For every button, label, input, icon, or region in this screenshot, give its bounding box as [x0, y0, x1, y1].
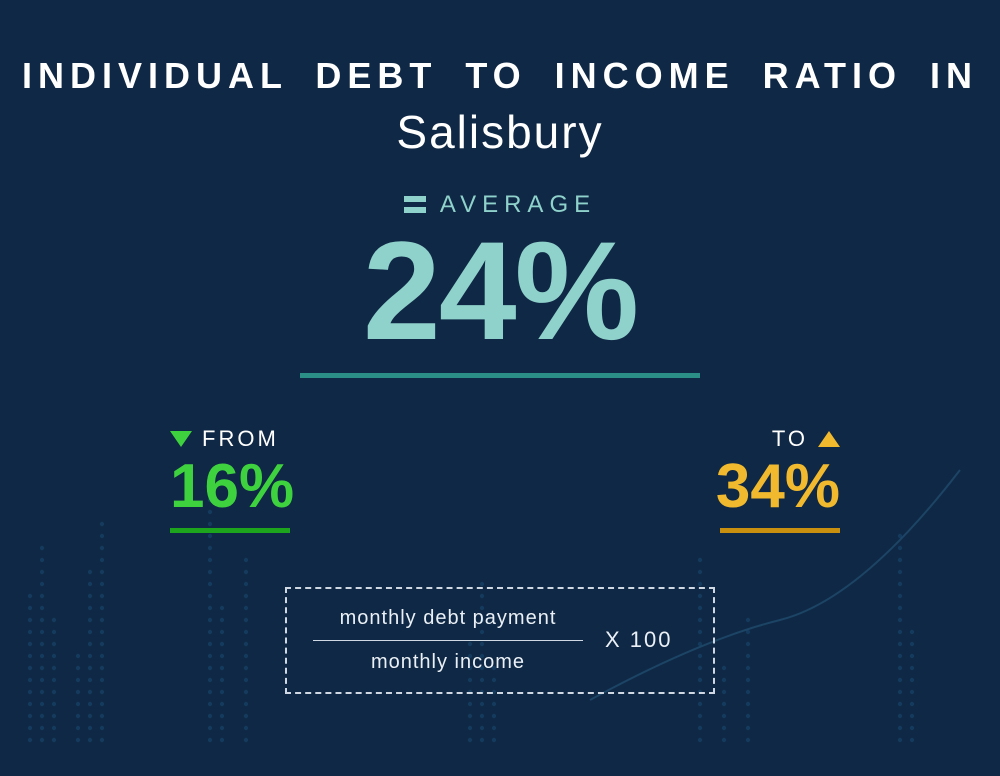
triangle-down-icon	[170, 431, 192, 447]
from-label-row: FROM	[170, 426, 279, 452]
title-line-1: INDIVIDUAL DEBT TO INCOME RATIO IN	[0, 55, 1000, 97]
formula-fraction: monthly debt payment monthly income	[313, 607, 583, 674]
fraction-line	[313, 640, 583, 641]
from-label: FROM	[202, 426, 279, 452]
to-underline	[720, 528, 840, 533]
to-label: TO	[772, 426, 808, 452]
to-label-row: TO	[772, 426, 840, 452]
average-block: AVERAGE 24%	[0, 189, 1000, 378]
from-block: FROM 16%	[170, 426, 294, 533]
to-value: 34%	[716, 456, 840, 518]
formula-box: monthly debt payment monthly income X 10…	[285, 587, 715, 694]
average-underline	[300, 373, 700, 378]
from-value: 16%	[170, 456, 294, 518]
formula-numerator: monthly debt payment	[340, 607, 557, 630]
formula-denominator: monthly income	[371, 651, 525, 674]
title-line-2: Salisbury	[0, 105, 1000, 159]
infographic-container: INDIVIDUAL DEBT TO INCOME RATIO IN Salis…	[0, 0, 1000, 776]
range-row: FROM 16% TO 34%	[0, 426, 1000, 533]
equals-icon	[404, 196, 426, 213]
average-value: 24%	[0, 221, 1000, 361]
from-underline	[170, 528, 290, 533]
to-block: TO 34%	[716, 426, 840, 533]
formula-multiplier: X 100	[605, 627, 673, 653]
triangle-up-icon	[818, 431, 840, 447]
